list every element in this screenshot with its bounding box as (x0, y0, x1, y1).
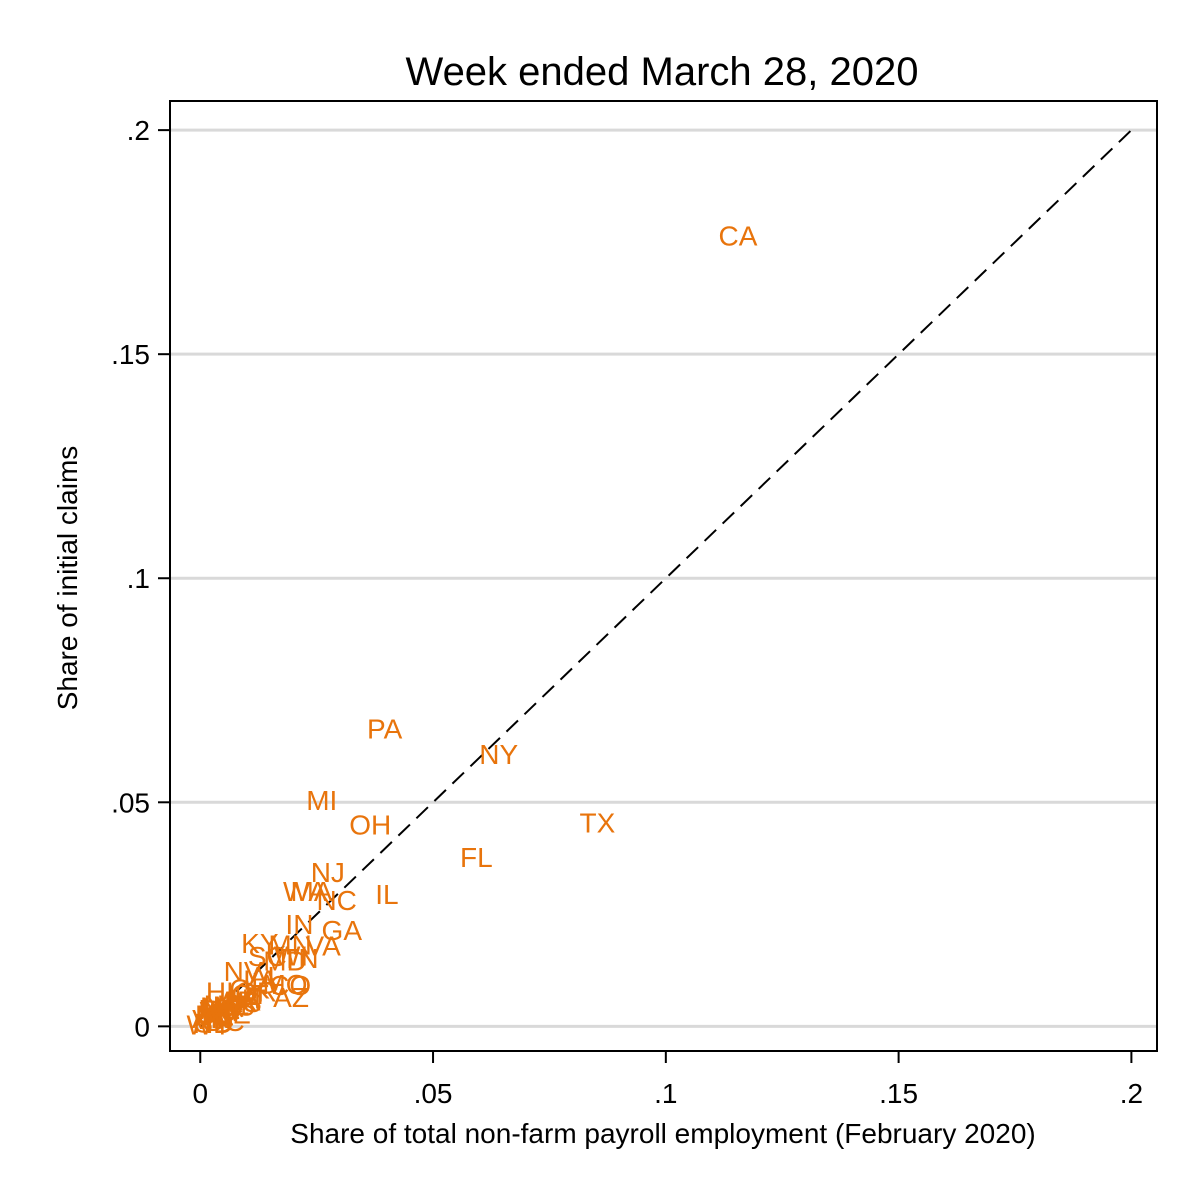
point-mt: MT (195, 1000, 235, 1031)
point-al: AL (249, 961, 283, 992)
x-tick-label-0: 0 (192, 1078, 208, 1109)
point-ut: UT (229, 984, 266, 1015)
y-axis-label: Share of initial claims (52, 446, 83, 711)
chart-title: Week ended March 28, 2020 (406, 50, 919, 94)
point-nd: ND (193, 1008, 233, 1039)
point-vt: VT (192, 1004, 228, 1035)
x-axis-label: Share of total non-farm payroll employme… (290, 1118, 1035, 1149)
point-ny: NY (479, 739, 518, 770)
point-ga: GA (322, 915, 363, 946)
x-tick-label-4: .2 (1120, 1078, 1143, 1109)
point-ca: CA (719, 220, 758, 251)
point-id: ID (209, 997, 237, 1028)
point-ia: IA (234, 985, 261, 1016)
point-az: AZ (273, 982, 309, 1013)
point-nh: NH (200, 992, 240, 1023)
point-ne: NE (212, 998, 251, 1029)
point-tx: TX (579, 807, 615, 838)
gridlines (170, 128, 1157, 1028)
point-hi: HI (206, 976, 234, 1007)
point-il: IL (375, 879, 398, 910)
point-me: ME (198, 994, 240, 1025)
point-ri: RI (201, 994, 229, 1025)
point-mn: MN (268, 929, 312, 960)
point-nc: NC (316, 885, 356, 916)
point-dc: DC (204, 1006, 244, 1037)
point-or: OR (235, 976, 277, 1007)
point-nj: NJ (311, 857, 345, 888)
point-md: MD (263, 945, 307, 976)
point-ks: KS (224, 987, 261, 1018)
point-ar: AR (219, 985, 258, 1016)
x-tick-label-2: .1 (654, 1078, 677, 1109)
x-axis: 0 .05 .1 .15 .2 (192, 1051, 1143, 1109)
point-sd: SD (194, 1007, 233, 1038)
point-wi: WI (274, 941, 308, 972)
point-ms: MS (213, 991, 255, 1022)
point-mo: MO (262, 969, 307, 1000)
plot-frame (169, 100, 1158, 1052)
point-nm: NM (204, 989, 248, 1020)
point-mi: MI (306, 785, 337, 816)
point-de: DE (195, 1001, 234, 1032)
point-wv: WV (200, 996, 245, 1027)
x-tick-label-1: .05 (414, 1078, 453, 1109)
point-la: LA (243, 964, 278, 995)
point-tn: TN (281, 943, 318, 974)
x-tick-label-3: .15 (879, 1078, 918, 1109)
y-tick-label-4: .2 (127, 115, 150, 146)
point-fl: FL (460, 842, 493, 873)
y-tick-label-3: .15 (111, 339, 150, 370)
point-ct: CT (231, 979, 268, 1010)
point-ma: MA (291, 876, 333, 907)
point-ak: AK (192, 1003, 230, 1034)
point-wy: WY (187, 1010, 232, 1041)
reference-line-45deg (199, 129, 1133, 1028)
y-axis: 0 .05 .1 .15 .2 (111, 115, 170, 1042)
y-tick-label-2: .1 (127, 563, 150, 594)
point-pa: PA (367, 713, 403, 744)
point-ky: KY (241, 928, 279, 959)
point-nv: NV (224, 956, 263, 987)
point-in: IN (285, 909, 313, 940)
point-wa: WA (283, 876, 327, 907)
point-co: CO (269, 970, 311, 1001)
y-tick-label-0: 0 (134, 1011, 150, 1042)
y-tick-label-1: .05 (111, 787, 150, 818)
point-oh: OH (349, 809, 391, 840)
point-va: VA (306, 931, 342, 962)
point-sc: SC (248, 941, 287, 972)
point-ok: OK (229, 973, 270, 1004)
